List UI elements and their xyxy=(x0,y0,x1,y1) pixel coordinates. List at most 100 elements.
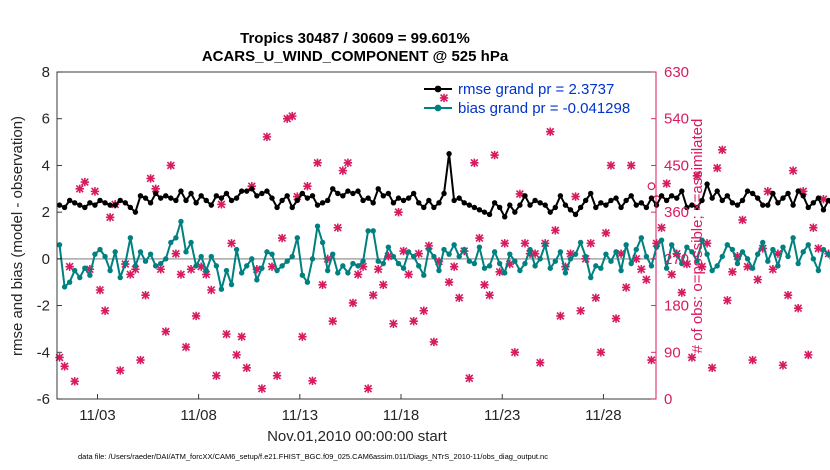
rmse-point xyxy=(760,202,766,208)
obs-assimilated-marker xyxy=(404,270,413,279)
obs-assimilated-marker xyxy=(728,267,737,277)
bias-point xyxy=(375,258,381,264)
rmse-point xyxy=(552,204,559,211)
rmse-point xyxy=(714,188,720,194)
rmse-point xyxy=(87,200,93,206)
rmse-point xyxy=(218,195,225,201)
bias-point xyxy=(643,253,650,260)
obs-assimilated-marker xyxy=(419,306,428,315)
rmse-point xyxy=(512,209,518,215)
rmse-point xyxy=(355,188,361,194)
obs-assimilated-marker xyxy=(819,194,828,204)
rmse-point xyxy=(314,202,321,208)
bias-point xyxy=(294,235,301,241)
rmse-point xyxy=(208,202,215,208)
obs-assimilated-marker xyxy=(196,262,206,271)
rmse-point xyxy=(264,188,270,194)
rmse-point xyxy=(588,190,594,197)
y-right-axis-label: # of obs: o=possible; ×=assimilated xyxy=(689,119,706,354)
bias-point xyxy=(314,223,321,229)
rmse-point xyxy=(340,193,346,199)
obs-assimilated-marker xyxy=(116,366,125,375)
y-right-tick-label: 180 xyxy=(664,298,689,315)
rmse-point xyxy=(213,193,220,199)
bias-point xyxy=(87,272,93,278)
bias-point xyxy=(668,242,675,248)
bias-point xyxy=(446,251,452,257)
obs-assimilated-marker xyxy=(368,290,378,300)
obs-assimilated-marker xyxy=(632,254,641,264)
obs-assimilated-marker xyxy=(136,355,145,365)
obs-assimilated-marker xyxy=(576,306,585,315)
rmse-point xyxy=(684,204,690,211)
bias-point xyxy=(699,237,705,243)
bias-point xyxy=(775,263,781,269)
bias-point xyxy=(598,265,604,271)
obs-assimilated-marker xyxy=(333,223,342,232)
bias-point xyxy=(92,251,98,257)
rmse-point xyxy=(633,202,639,208)
obs-assimilated-marker xyxy=(713,163,722,173)
bias-point xyxy=(183,249,189,255)
obs-assimilated-marker xyxy=(217,200,226,209)
rmse-point xyxy=(532,197,538,204)
rmse-point xyxy=(380,193,387,199)
bias-point xyxy=(532,263,538,269)
bias-point xyxy=(112,249,118,255)
rmse-point xyxy=(542,202,548,208)
y-left-axis-label: rmse and bias (model - observation) xyxy=(9,116,26,356)
obs-assimilated-marker xyxy=(702,239,712,248)
bias-point xyxy=(588,274,594,281)
obs-assimilated-marker xyxy=(227,239,236,248)
rmse-point xyxy=(668,193,675,199)
obs-assimilated-marker xyxy=(131,265,140,274)
obs-assimilated-marker xyxy=(530,249,540,258)
obs-assimilated-marker xyxy=(191,311,201,321)
rmse-point xyxy=(112,202,118,208)
bias-point xyxy=(249,256,255,262)
rmse-point xyxy=(461,200,467,206)
bias-point xyxy=(142,258,149,264)
rmse-point xyxy=(309,193,316,199)
bias-point xyxy=(542,242,548,248)
rmse-point xyxy=(137,193,144,199)
bias-point xyxy=(304,279,311,285)
bias-point xyxy=(385,244,392,250)
bias-point xyxy=(188,239,194,246)
bias-point xyxy=(345,270,351,276)
obs-assimilated-marker xyxy=(141,290,150,300)
rmse-point xyxy=(653,202,660,208)
bias-point xyxy=(426,246,432,253)
x-tick-label: 11/13 xyxy=(282,407,318,424)
rmse-point xyxy=(66,197,73,204)
bias-point xyxy=(309,256,316,262)
bias-point xyxy=(825,251,830,257)
bias-point xyxy=(431,253,437,260)
bias-point xyxy=(203,267,209,274)
y-left-tick-label: -4 xyxy=(37,344,50,361)
obs-assimilated-marker xyxy=(475,233,484,243)
rmse-point xyxy=(810,200,817,206)
bias-point xyxy=(648,263,655,269)
rmse-point xyxy=(163,193,169,199)
rmse-point xyxy=(345,188,351,194)
bias-point xyxy=(208,253,215,260)
bias-point xyxy=(810,256,817,262)
bias-point xyxy=(749,265,756,271)
bias-point xyxy=(355,263,361,269)
bias-point xyxy=(486,263,493,269)
bias-point xyxy=(537,256,543,262)
rmse-point xyxy=(674,195,680,201)
obs-assimilated-marker xyxy=(338,166,348,175)
obs-assimilated-marker xyxy=(814,244,823,253)
obs-assimilated-marker xyxy=(323,254,332,264)
bias-point xyxy=(163,256,169,262)
obs-assimilated-marker xyxy=(692,171,702,181)
rmse-point xyxy=(567,207,574,213)
y-left-tick-label: 6 xyxy=(42,111,50,128)
bias-point xyxy=(623,242,629,248)
obs-assimilated-marker xyxy=(212,371,221,380)
bias-point xyxy=(410,253,417,260)
bias-point xyxy=(760,239,766,246)
